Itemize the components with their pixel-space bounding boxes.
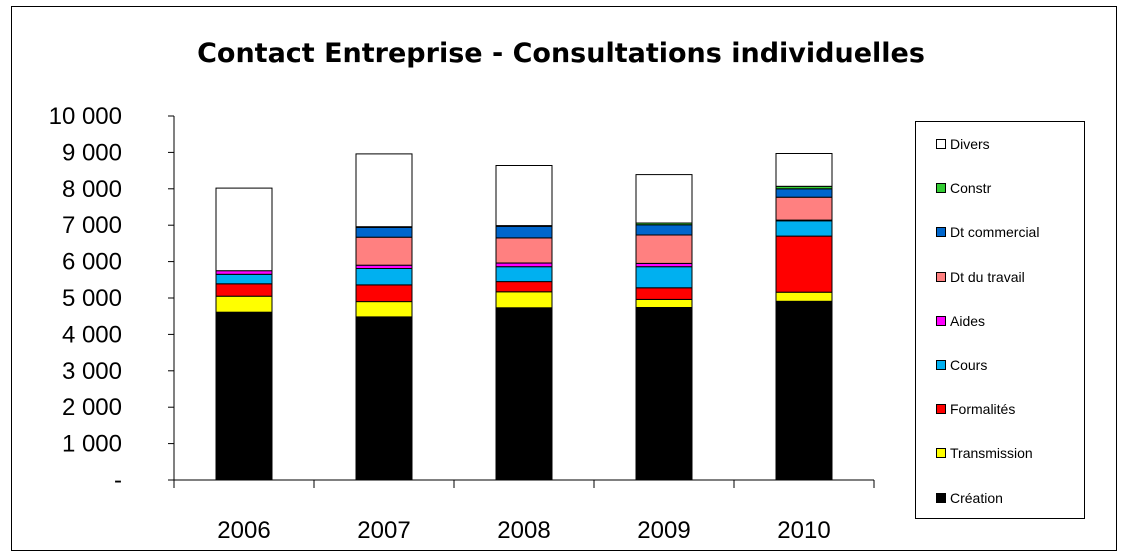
legend-swatch xyxy=(936,404,946,414)
legend-item-constr: Constr xyxy=(936,178,991,198)
legend-item-divers: Divers xyxy=(936,134,990,154)
legend-item-dt-du-travail: Dt du travail xyxy=(936,267,1025,287)
legend-item-formalit-s: Formalités xyxy=(936,399,1015,419)
legend-swatch xyxy=(936,227,946,237)
bar-2007-dt-du-travail xyxy=(356,237,412,265)
bar-2010-cr-ation xyxy=(776,301,832,480)
bar-2007-cr-ation xyxy=(356,317,412,480)
y-tick-label: 3 000 xyxy=(62,358,122,385)
x-tick-label: 2007 xyxy=(357,517,410,544)
y-tick-label: 2 000 xyxy=(62,394,122,421)
y-tick-label: 10 000 xyxy=(49,103,122,130)
bar-2007-formalit-s xyxy=(356,285,412,302)
bar-2006-aides xyxy=(216,271,272,275)
legend-swatch xyxy=(936,139,946,149)
y-tick-label: - xyxy=(114,467,122,494)
x-tick-label: 2010 xyxy=(777,517,830,544)
bar-2010-formalit-s xyxy=(776,236,832,292)
bar-2008-cr-ation xyxy=(496,308,552,480)
bar-2008-divers xyxy=(496,166,552,226)
legend-label: Création xyxy=(950,490,1003,506)
legend-label: Dt commercial xyxy=(950,224,1039,240)
legend-label: Transmission xyxy=(950,445,1033,461)
legend-label: Aides xyxy=(950,313,985,329)
bar-2009-divers xyxy=(636,175,692,223)
legend-label: Constr xyxy=(950,180,991,196)
bar-2006-divers xyxy=(216,188,272,271)
bar-2006-cours xyxy=(216,274,272,284)
bar-2010-cours xyxy=(776,221,832,236)
legend-label: Cours xyxy=(950,357,987,373)
bar-2007-transmission xyxy=(356,302,412,317)
x-tick-label: 2009 xyxy=(637,517,690,544)
legend-label: Divers xyxy=(950,136,990,152)
bar-2008-dt-du-travail xyxy=(496,238,552,263)
bar-2010-divers xyxy=(776,154,832,187)
legend-label: Dt du travail xyxy=(950,269,1025,285)
bar-2009-cr-ation xyxy=(636,308,692,481)
bar-2008-formalit-s xyxy=(496,282,552,292)
y-tick-label: 8 000 xyxy=(62,176,122,203)
legend-swatch xyxy=(936,183,946,193)
legend-swatch xyxy=(936,316,946,326)
bar-2006-transmission xyxy=(216,296,272,312)
y-tick-label: 6 000 xyxy=(62,249,122,276)
y-tick-label: 4 000 xyxy=(62,321,122,348)
bar-2009-formalit-s xyxy=(636,288,692,300)
bar-2010-transmission xyxy=(776,292,832,301)
bar-2006-formalit-s xyxy=(216,284,272,296)
bar-2009-cours xyxy=(636,267,692,288)
legend-item-aides: Aides xyxy=(936,311,985,331)
bar-2008-cours xyxy=(496,267,552,282)
bar-2009-dt-du-travail xyxy=(636,235,692,263)
bar-2008-aides xyxy=(496,263,552,267)
bar-2010-dt-du-travail xyxy=(776,197,832,220)
bar-2010-dt-commercial xyxy=(776,189,832,197)
x-tick-label: 2008 xyxy=(497,517,550,544)
y-tick-label: 1 000 xyxy=(62,431,122,458)
bar-2009-transmission xyxy=(636,300,692,308)
legend-swatch xyxy=(936,272,946,282)
y-tick-label: 9 000 xyxy=(62,139,122,166)
x-tick-label: 2006 xyxy=(217,517,270,544)
bar-2008-transmission xyxy=(496,292,552,308)
bar-2006-cr-ation xyxy=(216,312,272,480)
legend-swatch xyxy=(936,448,946,458)
bar-2008-dt-commercial xyxy=(496,226,552,238)
chart-legend: Divers Constr Dt commercial Dt du travail Ai… xyxy=(915,121,1085,519)
legend-item-transmission: Transmission xyxy=(936,443,1033,463)
legend-swatch xyxy=(936,360,946,370)
y-tick-label: 7 000 xyxy=(62,212,122,239)
bar-2009-dt-commercial xyxy=(636,225,692,235)
bar-2007-divers xyxy=(356,154,412,227)
legend-swatch xyxy=(936,493,946,503)
legend-item-cours: Cours xyxy=(936,355,987,375)
y-tick-label: 5 000 xyxy=(62,285,122,312)
bar-2007-dt-commercial xyxy=(356,227,412,237)
legend-item-cr-ation: Création xyxy=(936,488,1003,508)
bar-2007-cours xyxy=(356,269,412,285)
legend-item-dt-commercial: Dt commercial xyxy=(936,222,1039,242)
legend-label: Formalités xyxy=(950,401,1015,417)
